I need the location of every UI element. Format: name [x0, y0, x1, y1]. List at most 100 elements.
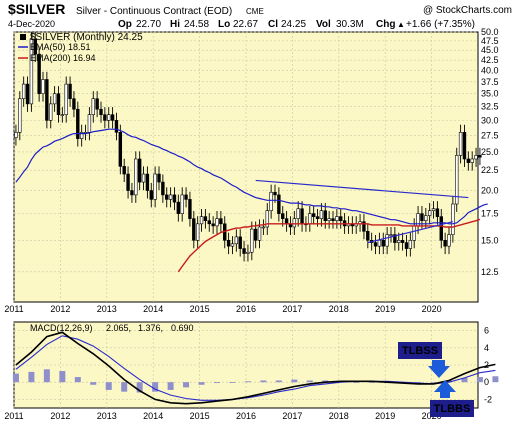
macd-hist-bar: [121, 382, 128, 392]
x-tick-label-bottom: 2014: [143, 411, 163, 421]
price-tick-label: 35.0: [481, 89, 499, 99]
candle-body: [79, 132, 84, 139]
candle-body: [18, 98, 22, 133]
tlbss-arrow-icon: [428, 360, 450, 378]
candle-body: [103, 114, 107, 121]
macd-hist-bar: [43, 369, 50, 383]
price-tick-label: 40.0: [481, 66, 499, 76]
candle-body: [397, 239, 401, 243]
candle-body: [366, 231, 370, 241]
macd-hist-bar: [461, 377, 468, 383]
candle-body: [25, 83, 30, 105]
price-tick-label: 22.5: [481, 165, 499, 175]
candle-body: [192, 218, 196, 241]
candle-body: [188, 199, 192, 219]
candle-body: [153, 173, 157, 200]
candle-body: [296, 208, 300, 219]
macd-hist-bar: [229, 382, 236, 383]
price-tick-label: 30.0: [481, 115, 499, 125]
x-tick-label-bottom: 2013: [97, 411, 117, 421]
price-tick-label: 45.0: [481, 45, 499, 55]
x-tick-label-top: 2012: [50, 304, 70, 314]
x-tick-label-bottom: 2016: [236, 411, 256, 421]
candle-body: [37, 53, 41, 95]
candle-body: [157, 173, 161, 183]
candle-body: [165, 194, 169, 200]
candle-body: [246, 251, 250, 254]
x-tick-label-top: 2020: [422, 304, 442, 314]
candle-body: [99, 108, 103, 116]
macd-legend-label: MACD(12,26,9): [30, 323, 93, 333]
close-label: Cl: [268, 19, 278, 30]
x-tick-label-bottom: 2018: [329, 411, 349, 421]
macd-legend-macd: 2.065,: [106, 323, 131, 333]
candle-body: [219, 218, 223, 225]
ema200-line: [177, 218, 481, 273]
candle-body: [145, 173, 150, 191]
candle-body: [385, 234, 389, 247]
price-tick-label: 27.5: [481, 130, 499, 140]
candle-body: [250, 228, 254, 253]
candle-body: [226, 239, 231, 247]
candle-body: [199, 216, 204, 225]
price-tick-label: 32.5: [481, 102, 499, 112]
candle-body: [431, 208, 436, 211]
macd-y-axis: 6 4 2 0 -2: [484, 326, 492, 405]
candle-body: [265, 210, 269, 228]
vol-label: Vol: [316, 19, 331, 30]
x-tick-label-bottom: 2019: [375, 411, 395, 421]
candle-body: [284, 218, 289, 225]
x-tick-label-top: 2014: [143, 304, 163, 314]
candle-body: [381, 239, 385, 247]
macd-hist-bar: [260, 380, 267, 383]
x-tick-label-top: 2013: [97, 304, 117, 314]
macd-hist-bar: [183, 382, 190, 388]
macd-hist-bar: [368, 382, 375, 383]
candle-body: [91, 98, 95, 116]
candle-body: [176, 201, 181, 214]
low-label: Lo: [218, 19, 230, 30]
candle-body: [238, 236, 242, 249]
date-label: 4-Dec-2020: [8, 19, 55, 29]
macd-line: [15, 331, 496, 405]
candle-body: [68, 83, 72, 100]
x-tick-label-top: 2018: [329, 304, 349, 314]
macd-hist-bar: [322, 380, 329, 383]
candle-body: [466, 158, 471, 163]
x-tick-label-top: 2015: [190, 304, 210, 314]
candle-body: [64, 83, 68, 116]
tlbss-box: [398, 342, 442, 359]
price-legend-swatch: [20, 34, 26, 40]
candle-body: [141, 173, 146, 183]
candle-body: [95, 98, 99, 110]
candle-body: [203, 216, 208, 221]
candle-body: [443, 239, 447, 247]
candle-body: [319, 210, 324, 219]
price-candles: [14, 32, 482, 262]
candle-body: [273, 191, 277, 196]
candle-body: [76, 108, 80, 139]
candle-body: [72, 98, 76, 110]
macd-hist-bar: [28, 371, 35, 383]
candle-body: [474, 155, 478, 160]
price-tick-label: 25.0: [481, 147, 499, 157]
candle-body: [52, 93, 57, 105]
macd-tick-label: 6: [484, 326, 489, 336]
tlbss-label: TLBSS: [402, 345, 438, 357]
price-tick-label: 42.5: [481, 55, 499, 65]
macd-tick-label: -2: [484, 394, 492, 404]
candle-body: [110, 114, 115, 121]
candle-body: [281, 213, 285, 219]
macd-hist-bar: [152, 382, 159, 392]
candle-body: [451, 203, 455, 235]
vol-value: 30.3M: [336, 19, 364, 30]
candle-body: [311, 213, 316, 217]
candle-body: [373, 242, 378, 247]
candle-body: [130, 190, 134, 196]
candle-body: [134, 158, 138, 196]
candle-body: [126, 173, 130, 191]
candle-body: [327, 218, 331, 221]
contract-name: Silver - Continuous Contract (EOD): [76, 6, 232, 17]
macd-tick-label: 0: [484, 377, 489, 387]
